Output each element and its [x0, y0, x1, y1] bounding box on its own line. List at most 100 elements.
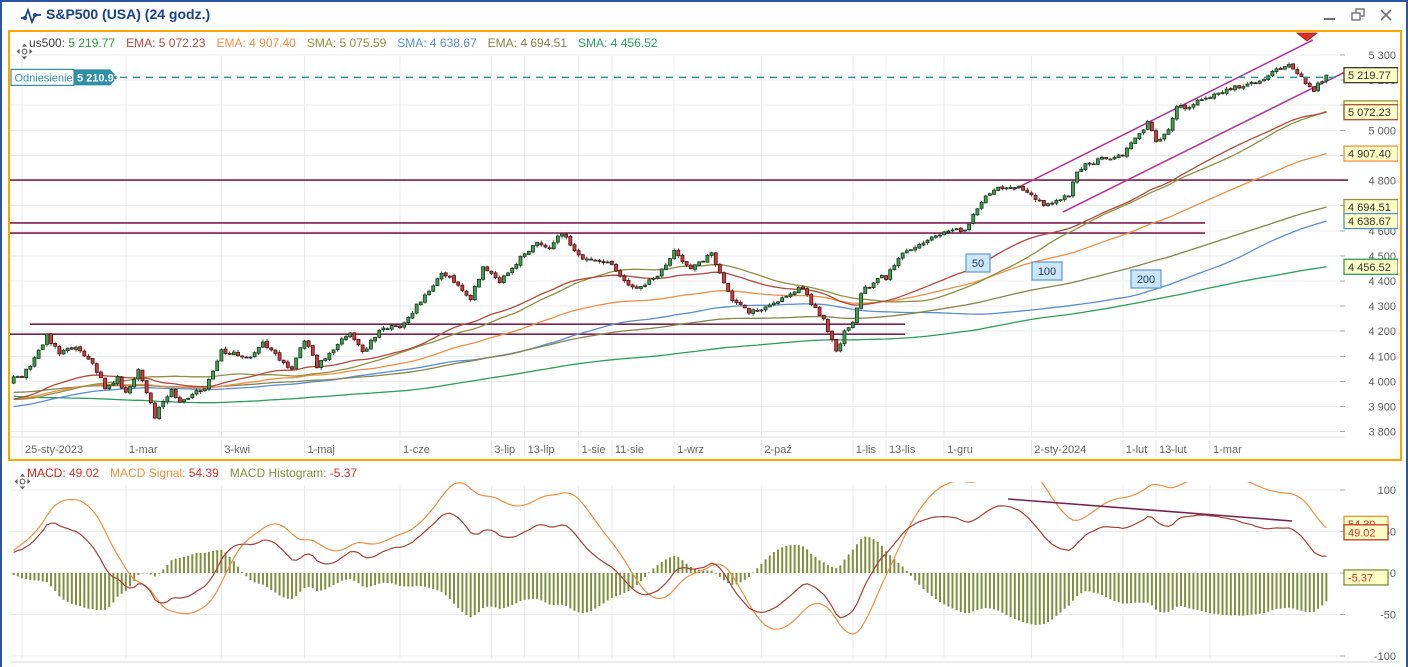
histogram-bar	[797, 545, 800, 573]
sma-100-line	[13, 220, 1327, 408]
histogram-bar	[598, 573, 601, 607]
histogram-bar	[1254, 573, 1257, 615]
histogram-bar	[947, 573, 950, 607]
histogram-bar	[527, 573, 530, 600]
histogram-bar	[345, 573, 348, 580]
price-value-label: 5 072.23	[1348, 107, 1391, 119]
histogram-bar	[469, 573, 472, 618]
date-tick: 1-lis	[856, 444, 877, 456]
histogram-bar	[756, 568, 759, 573]
histogram-bar	[785, 545, 788, 573]
histogram-bar	[1250, 573, 1253, 615]
histogram-bar	[590, 573, 593, 611]
histogram-bar	[1038, 573, 1041, 625]
histogram-bar	[1138, 573, 1141, 603]
histogram-bar	[486, 573, 489, 607]
histogram-bar	[806, 549, 809, 573]
histogram-bar	[1233, 573, 1236, 616]
channel-lower	[1062, 71, 1346, 213]
histogram-bar	[735, 573, 738, 585]
histogram-bar	[677, 557, 680, 573]
histogram-bar	[1121, 573, 1124, 604]
down-arrow-marker[interactable]	[1295, 32, 1319, 42]
histogram-bar	[955, 573, 958, 611]
histogram-bar	[1017, 573, 1020, 621]
histogram-bar	[1030, 573, 1033, 625]
histogram-bar	[1213, 573, 1216, 614]
histogram-bar	[1109, 573, 1112, 600]
histogram-bar	[75, 573, 78, 605]
histogram-bar	[307, 573, 310, 588]
horizontal-levels[interactable]	[10, 179, 1348, 336]
histogram-bar	[1051, 573, 1054, 620]
legend-ma-4: EMA: 4 694.51	[487, 36, 568, 50]
histogram-bar	[1296, 573, 1299, 610]
histogram-bar	[565, 573, 568, 606]
histogram-bar	[1287, 573, 1290, 608]
histogram-bar	[963, 573, 966, 614]
histogram-bar	[407, 573, 410, 587]
histogram-bar	[814, 556, 817, 573]
reference-value: 5 210.93	[77, 72, 120, 84]
legend-ma-5: SMA: 4 456.52	[578, 36, 658, 50]
date-tick: 2-sty-2024	[1034, 444, 1086, 456]
histogram-bar	[889, 555, 892, 573]
trend-channel[interactable]	[1012, 39, 1346, 213]
histogram-bar	[752, 572, 755, 574]
histogram-bar	[1200, 573, 1203, 612]
price-chart-panel: us500: 5 219.77 EMA: 5 072.23 EMA: 4 907.4…	[8, 30, 1402, 461]
histogram-bar	[1312, 573, 1315, 612]
window-title: S&P500 (USA) (24 godz.)	[46, 6, 211, 22]
histogram-bar	[1034, 573, 1037, 625]
histogram-bar	[660, 561, 663, 573]
histogram-bar	[112, 573, 115, 603]
histogram-bar	[768, 555, 771, 573]
histogram-bar	[54, 573, 57, 591]
date-tick: 1-mar	[1213, 444, 1242, 456]
histogram-bar	[124, 573, 127, 591]
restore-button[interactable]	[1350, 7, 1366, 23]
histogram-bar	[158, 573, 161, 574]
histogram-bar	[839, 565, 842, 573]
histogram-bar	[868, 537, 871, 573]
histogram-bar	[905, 570, 908, 573]
histogram-bar	[295, 573, 298, 596]
histogram-bar	[631, 573, 634, 589]
macd-value-label: 49.02	[1348, 527, 1376, 539]
histogram-bar	[87, 573, 90, 609]
histogram-bar	[793, 545, 796, 573]
histogram-bar	[241, 571, 244, 573]
histogram-bar	[490, 573, 493, 607]
close-button[interactable]	[1378, 7, 1394, 23]
macd-trendline[interactable]	[1007, 498, 1293, 522]
histogram-bar	[29, 573, 32, 581]
histogram-bar	[573, 573, 576, 611]
histogram-bar	[1192, 573, 1195, 610]
histogram-bar	[403, 573, 406, 587]
minimize-button[interactable]	[1322, 7, 1338, 23]
legend-ma-2: SMA: 5 075.59	[306, 36, 387, 50]
histogram-bar	[399, 573, 402, 586]
histogram-bar	[70, 573, 73, 604]
date-tick: 25-sty-2023	[25, 444, 83, 456]
date-tick: 13-lip	[528, 444, 555, 456]
histogram-bar	[585, 573, 588, 613]
histogram-bar	[922, 573, 925, 590]
candles	[11, 62, 1329, 420]
histogram-bar	[507, 573, 510, 607]
histogram-bar	[544, 573, 547, 603]
histogram-bar	[901, 566, 904, 573]
histogram-bar	[1317, 573, 1320, 609]
histogram-bar	[203, 552, 206, 573]
ma-period-tags[interactable]: 50 100 200	[965, 253, 1162, 289]
price-value-labels: 5 219.775 075.595 072.234 907.404 694.51…	[1343, 66, 1398, 275]
histogram-bar	[137, 573, 140, 575]
histogram-bar	[104, 573, 107, 610]
histogram-bar	[1005, 573, 1008, 616]
histogram-bar	[914, 573, 917, 581]
histogram-bar	[1001, 573, 1004, 613]
price-value-label: 4 907.40	[1348, 149, 1391, 161]
reference-tag[interactable]: Odniesienie 5 210.93	[10, 68, 120, 86]
